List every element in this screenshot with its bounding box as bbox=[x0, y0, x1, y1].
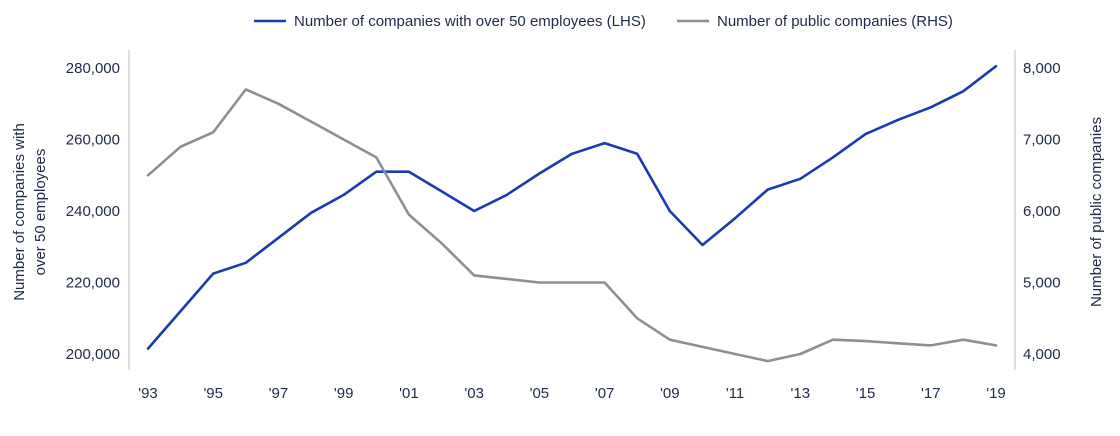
right-y-tick-label: 8,000 bbox=[1023, 60, 1061, 77]
x-tick-label: '13 bbox=[791, 385, 811, 402]
right-y-ticks: 4,000 5,000 6,000 7,000 8,000 bbox=[1023, 60, 1061, 363]
legend-label: Number of companies with over 50 employe… bbox=[294, 13, 646, 30]
left-y-tick-label: 200,000 bbox=[66, 346, 120, 363]
x-tick-label: '99 bbox=[334, 385, 354, 402]
x-tick-label: '93 bbox=[138, 385, 158, 402]
series-line-companies-over-50-employees bbox=[146, 64, 998, 350]
x-tick-label: '15 bbox=[856, 385, 876, 402]
chart-series bbox=[146, 64, 998, 363]
x-tick-label: '95 bbox=[203, 385, 223, 402]
x-tick-label: '09 bbox=[660, 385, 680, 402]
right-y-tick-label: 4,000 bbox=[1023, 346, 1061, 363]
left-y-tick-label: 280,000 bbox=[66, 60, 120, 77]
x-tick-label: '11 bbox=[726, 385, 744, 402]
left-y-axis-title-line: Number of companies with bbox=[11, 123, 28, 301]
legend-label: Number of public companies (RHS) bbox=[717, 13, 953, 30]
x-tick-label: '01 bbox=[399, 385, 419, 402]
right-y-tick-label: 6,000 bbox=[1023, 203, 1061, 220]
chart-axes bbox=[128, 50, 1016, 370]
right-y-axis-title: Number of public companies bbox=[1088, 117, 1105, 307]
series-line-public-companies bbox=[146, 88, 998, 363]
x-tick-label: '05 bbox=[530, 385, 550, 402]
x-tick-label: '17 bbox=[921, 385, 941, 402]
left-y-tick-label: 220,000 bbox=[66, 275, 120, 292]
left-y-ticks: 200,000 220,000 240,000 260,000 280,000 bbox=[66, 60, 120, 363]
left-y-tick-label: 240,000 bbox=[66, 203, 120, 220]
x-tick-label: '97 bbox=[269, 385, 289, 402]
left-y-tick-label: 260,000 bbox=[66, 132, 120, 149]
chart-legend: Number of companies with over 50 employe… bbox=[254, 13, 953, 30]
left-y-axis-title: Number of companies with over 50 employee… bbox=[11, 123, 49, 301]
right-y-tick-label: 7,000 bbox=[1023, 132, 1061, 149]
x-tick-label: '03 bbox=[464, 385, 484, 402]
x-tick-label: '07 bbox=[595, 385, 615, 402]
left-y-axis-title-line: over 50 employees bbox=[32, 149, 49, 276]
right-y-tick-label: 5,000 bbox=[1023, 275, 1061, 292]
x-tick-label: '19 bbox=[986, 385, 1006, 402]
x-ticks: '93 '95 '97 '99 '01 '03 '05 '07 '09 '11 '13 '15 '17 '… bbox=[138, 385, 1006, 402]
